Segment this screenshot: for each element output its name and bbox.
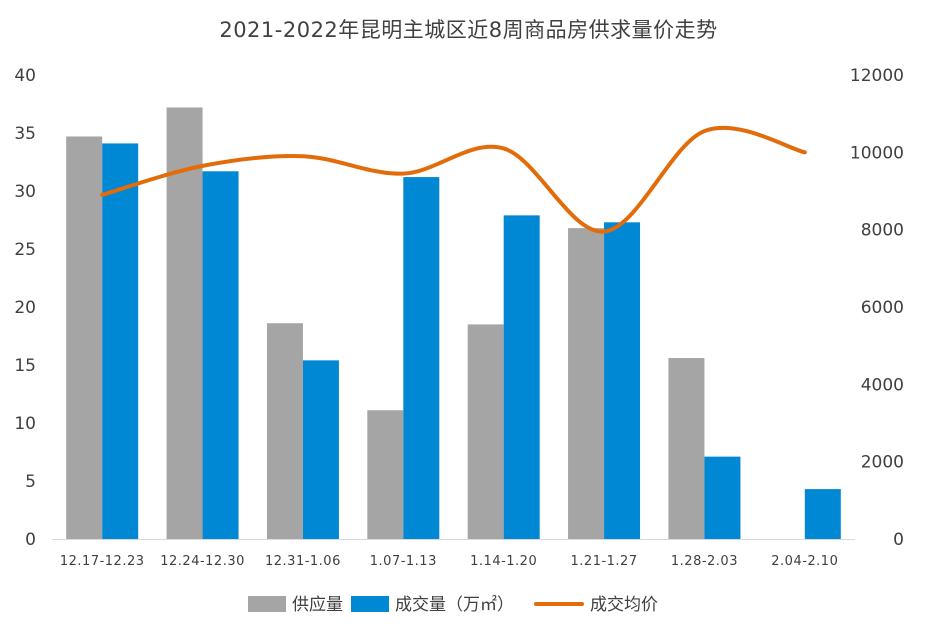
y-left-tick-label: 25 — [14, 240, 36, 260]
deal-volume-bar — [202, 171, 239, 539]
x-tick-label: 1.21-1.27 — [571, 554, 638, 569]
x-tick-label: 1.28-2.03 — [671, 554, 738, 569]
deal-volume-bar — [302, 360, 339, 539]
y-right-tick-label: 8000 — [861, 221, 904, 241]
y-left-tick-label: 0 — [25, 530, 36, 550]
chart-title: 2021-2022年昆明主城区近8周商品房供求量价走势 — [219, 18, 718, 42]
supply-bar — [367, 410, 404, 539]
x-tick-label: 12.17-12.23 — [60, 554, 145, 569]
avg-price-line — [100, 125, 807, 234]
legend-label: 成交均价 — [590, 595, 658, 615]
y-left-tick-label: 40 — [14, 66, 36, 86]
y-left-tick-label: 15 — [14, 356, 36, 376]
y-left-tick-label: 5 — [25, 472, 36, 492]
y-left-tick-label: 35 — [14, 124, 36, 144]
deal-volume-bar — [604, 222, 641, 539]
legend-swatch — [351, 596, 389, 612]
supply-bar — [467, 324, 504, 539]
x-tick-label: 12.24-12.30 — [160, 554, 245, 569]
x-tick-label: 1.14-1.20 — [470, 554, 537, 569]
legend-label: 成交量（万㎡） — [395, 595, 514, 615]
bars — [66, 107, 841, 540]
y-right-tick-label: 12000 — [850, 66, 904, 86]
y-axis-right-ticks: 0 2000 4000 6000 8000 10000 12000 — [850, 66, 904, 550]
deal-volume-bar — [503, 215, 540, 540]
supply-bar — [568, 228, 605, 539]
x-tick-label: 12.31-1.06 — [265, 554, 341, 569]
supply-bar — [668, 358, 705, 539]
legend-label: 供应量 — [292, 595, 343, 615]
y-left-tick-label: 30 — [14, 182, 36, 202]
y-right-tick-label: 10000 — [850, 143, 904, 163]
y-right-tick-label: 4000 — [861, 375, 904, 395]
legend-swatch — [248, 596, 286, 612]
y-left-tick-label: 20 — [14, 298, 36, 318]
x-axis-ticks: 12.17-12.23 12.24-12.30 12.31-1.06 1.07-1.1… — [60, 554, 838, 569]
y-right-tick-label: 6000 — [861, 298, 904, 318]
legend: 供应量 成交量（万㎡） 成交均价 — [248, 595, 658, 615]
deal-volume-bar — [704, 456, 741, 539]
supply-bar — [166, 107, 203, 539]
line-series — [100, 125, 807, 234]
supply-bar — [66, 136, 103, 540]
y-axis-left-ticks: 0 5 10 15 20 25 30 35 40 — [14, 66, 36, 550]
deal-volume-bar — [102, 143, 139, 539]
x-tick-label: 2.04-2.10 — [771, 554, 838, 569]
x-tick-label: 1.07-1.13 — [370, 554, 437, 569]
y-right-tick-label: 0 — [893, 530, 904, 550]
y-left-tick-label: 10 — [14, 414, 36, 434]
y-right-tick-label: 2000 — [861, 453, 904, 473]
deal-volume-bar — [804, 489, 841, 539]
deal-volume-bar — [403, 177, 440, 539]
supply-bar — [266, 323, 303, 539]
